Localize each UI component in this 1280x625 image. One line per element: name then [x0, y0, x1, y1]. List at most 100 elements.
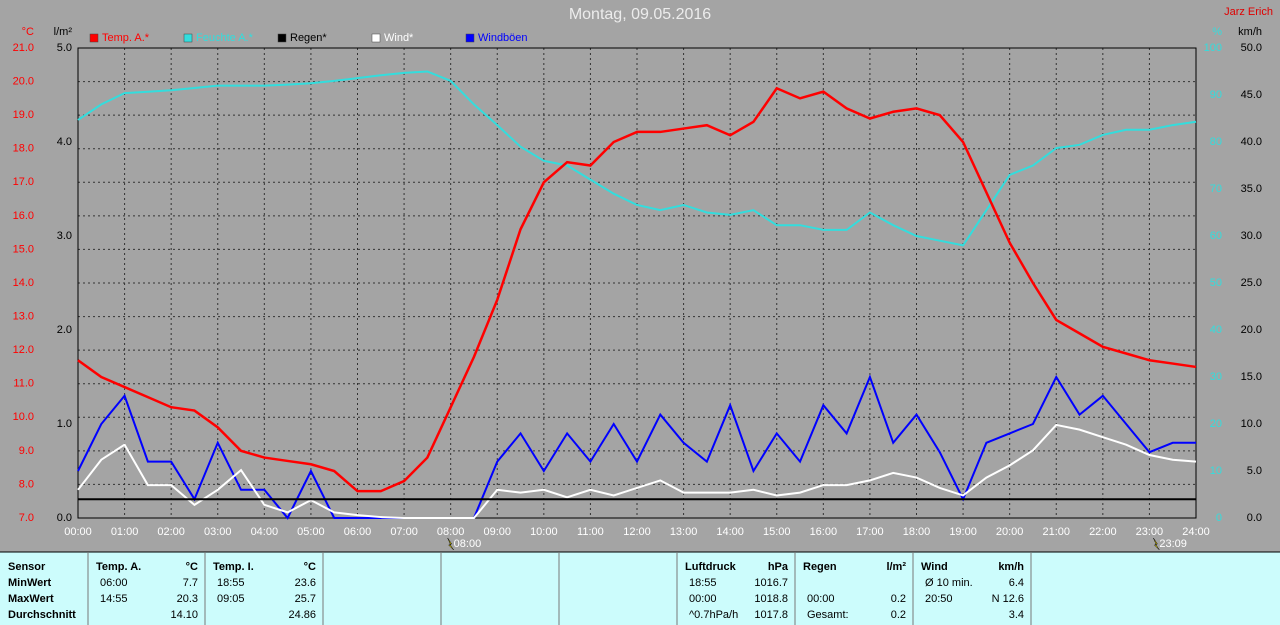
x-tick-label: 21:00 — [1042, 526, 1070, 538]
y-tick-label: 40 — [1210, 324, 1222, 336]
y-tick-label: 100 — [1204, 42, 1222, 54]
table-cell: 0.2 — [891, 609, 906, 621]
y-tick-label: 1.0 — [57, 418, 72, 430]
table-cell: l/m² — [886, 561, 906, 573]
legend-swatch — [183, 33, 193, 43]
legend-label: Wind* — [384, 32, 414, 44]
table-cell: 18:55 — [217, 577, 245, 589]
table-cell: 20:50 — [925, 593, 953, 605]
table-cell: Sensor — [8, 561, 46, 573]
y-tick-label: 30.0 — [1241, 230, 1262, 242]
table-cell: 06:00 — [100, 577, 128, 589]
y-tick-label: 16.0 — [13, 210, 34, 222]
y-tick-label: 19.0 — [13, 109, 34, 121]
table-cell: MinWert — [8, 577, 52, 589]
y-tick-label: 20 — [1210, 418, 1222, 430]
y-tick-label: 60 — [1210, 230, 1222, 242]
y-tick-label: 8.0 — [19, 478, 34, 490]
series-line — [77, 70, 1197, 247]
table-cell: 09:05 — [217, 593, 245, 605]
table-cell: 24.86 — [288, 609, 316, 621]
y-tick-label: 14.0 — [13, 277, 34, 289]
y-tick-label: 18.0 — [13, 143, 34, 155]
table-background — [0, 552, 1280, 625]
table-cell: 1017.8 — [754, 609, 788, 621]
x-tick-label: 07:00 — [390, 526, 418, 538]
x-tick-label: 17:00 — [856, 526, 884, 538]
table-cell: °C — [186, 561, 198, 573]
legend-label: Temp. A.* — [102, 32, 150, 44]
y-tick-label: 25.0 — [1241, 277, 1262, 289]
y-tick-label: 7.0 — [19, 512, 34, 524]
table-cell: 1016.7 — [754, 577, 788, 589]
annotation-label: 08:00 — [454, 538, 482, 550]
x-tick-label: 01:00 — [111, 526, 139, 538]
table-cell: 1018.8 — [754, 593, 788, 605]
axis-unit: l/m² — [54, 26, 73, 38]
plot-frame — [77, 47, 1197, 519]
x-tick-label: 13:00 — [670, 526, 698, 538]
y-tick-label: 40.0 — [1241, 136, 1262, 148]
table-cell: 14:55 — [100, 593, 128, 605]
y-tick-label: 11.0 — [13, 378, 34, 390]
annotation-label: 23:09 — [1159, 538, 1187, 550]
table-cell: 18:55 — [689, 577, 717, 589]
table-cell: MaxWert — [8, 593, 54, 605]
table-cell: hPa — [768, 561, 789, 573]
y-tick-label: 13.0 — [13, 310, 34, 322]
x-tick-label: 14:00 — [716, 526, 744, 538]
table-cell: N 12.6 — [992, 593, 1024, 605]
y-tick-label: 0 — [1216, 512, 1222, 524]
x-tick-label: 22:00 — [1089, 526, 1117, 538]
y-tick-label: 20.0 — [13, 75, 34, 87]
y-tick-label: 5.0 — [57, 42, 72, 54]
x-tick-label: 12:00 — [623, 526, 651, 538]
x-tick-label: 11:00 — [577, 526, 604, 538]
table-cell: 0.2 — [891, 593, 906, 605]
x-tick-label: 10:00 — [530, 526, 558, 538]
y-tick-label: 30 — [1210, 371, 1222, 383]
x-tick-label: 00:00 — [64, 526, 92, 538]
x-tick-label: 02:00 — [157, 526, 185, 538]
y-tick-label: 12.0 — [13, 344, 34, 356]
y-tick-label: 10 — [1210, 465, 1222, 477]
x-tick-label: 18:00 — [903, 526, 931, 538]
y-tick-label: 35.0 — [1241, 183, 1262, 195]
legend-label: Feuchte A.* — [196, 32, 254, 44]
x-tick-label: 24:00 — [1182, 526, 1210, 538]
axis-unit: % — [1212, 26, 1222, 38]
chart-title: Montag, 09.05.2016 — [569, 6, 711, 23]
y-tick-label: 50 — [1210, 277, 1222, 289]
table-cell: Regen — [803, 561, 837, 573]
y-tick-label: 21.0 — [13, 42, 34, 54]
y-tick-label: 10.0 — [13, 411, 34, 423]
sun-marker — [447, 537, 454, 551]
y-tick-label: 0.0 — [1247, 512, 1262, 524]
x-tick-label: 19:00 — [949, 526, 977, 538]
y-tick-label: 3.0 — [57, 230, 72, 242]
table-cell: 23.6 — [295, 577, 316, 589]
x-tick-label: 05:00 — [297, 526, 325, 538]
y-tick-label: 45.0 — [1241, 89, 1262, 101]
y-tick-label: 70 — [1210, 183, 1222, 195]
y-tick-label: 9.0 — [19, 445, 34, 457]
x-tick-label: 03:00 — [204, 526, 232, 538]
x-tick-label: 08:00 — [437, 526, 465, 538]
x-tick-label: 09:00 — [483, 526, 511, 538]
table-cell: Ø 10 min. — [925, 577, 973, 589]
x-tick-label: 15:00 — [763, 526, 791, 538]
y-tick-label: 15.0 — [13, 243, 34, 255]
table-cell: 20.3 — [177, 593, 198, 605]
table-cell: 00:00 — [689, 593, 717, 605]
y-tick-label: 90 — [1210, 89, 1222, 101]
table-cell: ^0.7hPa/h — [689, 609, 738, 621]
y-tick-label: 0.0 — [57, 512, 72, 524]
y-tick-label: 10.0 — [1241, 418, 1262, 430]
table-cell: 7.7 — [183, 577, 198, 589]
y-tick-label: 50.0 — [1241, 42, 1262, 54]
table-cell: °C — [304, 561, 316, 573]
series-line — [77, 86, 1197, 493]
axis-unit: km/h — [1238, 26, 1262, 38]
